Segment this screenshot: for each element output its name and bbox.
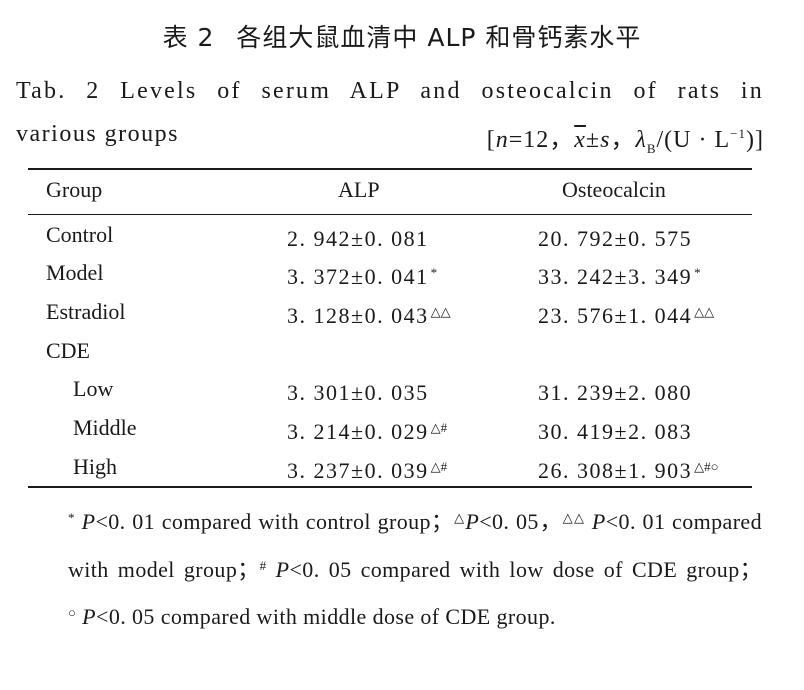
statistics-note: [n=12，x±s，λB/(U · L−1)] xyxy=(487,114,764,169)
p-symbol: P xyxy=(81,509,96,534)
table-row: High 3. 237±0. 039 △# 26. 308±1. 903 △#○ xyxy=(0,448,804,486)
unit-text: /(U · L xyxy=(656,127,731,153)
sd-symbol: s xyxy=(600,127,611,153)
table-row: Control 2. 942±0. 081 20. 792±0. 575 xyxy=(0,216,804,254)
table-footnote: * P<0. 01 compared with control group；△P… xyxy=(68,496,762,639)
osteocalcin-value: 31. 239±2. 080 xyxy=(538,380,693,405)
mean-symbol: x xyxy=(574,127,586,153)
p-symbol: P xyxy=(465,509,480,534)
osteocalcin-value: 26. 308±1. 903 △#○ xyxy=(538,458,719,483)
osteocalcin-value: 23. 576±1. 044 △△ xyxy=(538,303,715,328)
table-title-cn-text: 各组大鼠血清中 ALP 和骨钙素水平 xyxy=(236,23,642,52)
footnote-mark-double-triangle: △△ xyxy=(562,510,586,525)
alp-value: 3. 214±0. 029 △# xyxy=(287,419,448,444)
table-row: CDE xyxy=(0,332,804,370)
table-header-row: Group ALP Osteocalcin xyxy=(0,171,804,209)
table-title-chinese: 表 2 各组大鼠血清中 ALP 和骨钙素水平 xyxy=(0,18,804,54)
group-label: High xyxy=(73,454,117,479)
table-top-rule xyxy=(28,168,752,170)
n-variable: n xyxy=(495,127,509,153)
alp-value: 3. 372±0. 041 * xyxy=(287,264,438,289)
table-row: Estradiol 3. 128±0. 043 △△ 23. 576±1. 044… xyxy=(0,293,804,331)
footnote-text: <0. 01 compared with control group； xyxy=(95,509,454,534)
table-title-english-line2: various groups xyxy=(16,121,179,147)
unit-exponent: −1 xyxy=(730,126,747,141)
header-osteocalcin: Osteocalcin xyxy=(562,177,666,202)
table-number-cn: 表 2 xyxy=(162,23,215,52)
alp-value: 3. 301±0. 035 xyxy=(287,380,429,405)
footnote-text: <0. 05 compared with middle dose of CDE … xyxy=(96,604,556,629)
group-label: Estradiol xyxy=(46,299,126,324)
n-value: =12， xyxy=(508,127,575,153)
table-row: Middle 3. 214±0. 029 △# 30. 419±2. 083 xyxy=(0,409,804,447)
table-row: Model 3. 372±0. 041 * 33. 242±3. 349 * xyxy=(0,254,804,292)
table-bottom-rule xyxy=(28,486,752,488)
table-row: Low 3. 301±0. 035 31. 239±2. 080 xyxy=(0,370,804,408)
bracket-close: )] xyxy=(746,127,764,153)
p-symbol: P xyxy=(275,556,290,582)
group-label: Low xyxy=(73,376,114,401)
group-label: Middle xyxy=(73,415,137,440)
group-label: Control xyxy=(46,222,114,247)
alp-value: 3. 128±0. 043 △△ xyxy=(287,303,451,328)
table-header-rule xyxy=(28,214,752,215)
footnote-mark-circle: ○ xyxy=(68,605,77,620)
plus-minus: ± xyxy=(585,127,601,153)
alp-value: 3. 237±0. 039 △# xyxy=(287,458,448,483)
footnote-text: <0. 05 compared with low dose of CDE gro… xyxy=(289,556,762,582)
footnote-mark-triangle: △ xyxy=(453,510,466,525)
lambda-subscript: B xyxy=(646,140,657,156)
group-label: Model xyxy=(46,260,104,285)
separator: ， xyxy=(610,127,636,153)
header-group: Group xyxy=(46,177,103,202)
footnote-text: <0. 05， xyxy=(479,509,563,534)
osteocalcin-value: 30. 419±2. 083 xyxy=(538,419,693,444)
p-symbol: P xyxy=(591,509,606,534)
p-symbol: P xyxy=(82,604,97,629)
footnote-mark-hash: # xyxy=(259,557,267,573)
osteocalcin-value: 20. 792±0. 575 xyxy=(538,226,693,251)
osteocalcin-value: 33. 242±3. 349 * xyxy=(538,264,701,289)
header-alp: ALP xyxy=(338,177,380,202)
table-title-english-line1: Tab. 2 Levels of serum ALP and osteocalc… xyxy=(16,78,764,104)
lambda-symbol: λ xyxy=(635,127,647,153)
bracket-open: [ xyxy=(486,127,496,153)
alp-value: 2. 942±0. 081 xyxy=(287,226,429,251)
footnote-mark-star: * xyxy=(68,510,75,525)
group-label: CDE xyxy=(46,338,90,363)
footnote-text: <0. 01 compared with model group； xyxy=(68,509,762,582)
